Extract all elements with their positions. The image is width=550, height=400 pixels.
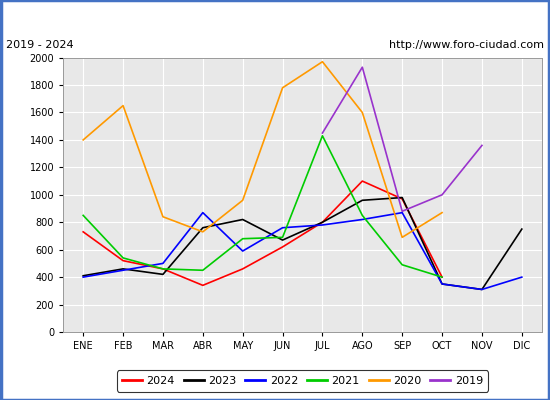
Text: 2019 - 2024: 2019 - 2024 xyxy=(6,40,73,50)
Text: Evolucion Nº Turistas Nacionales en el municipio de Cantalapiedra: Evolucion Nº Turistas Nacionales en el m… xyxy=(54,10,496,23)
Text: http://www.foro-ciudad.com: http://www.foro-ciudad.com xyxy=(389,40,544,50)
Legend: 2024, 2023, 2022, 2021, 2020, 2019: 2024, 2023, 2022, 2021, 2020, 2019 xyxy=(117,370,488,392)
